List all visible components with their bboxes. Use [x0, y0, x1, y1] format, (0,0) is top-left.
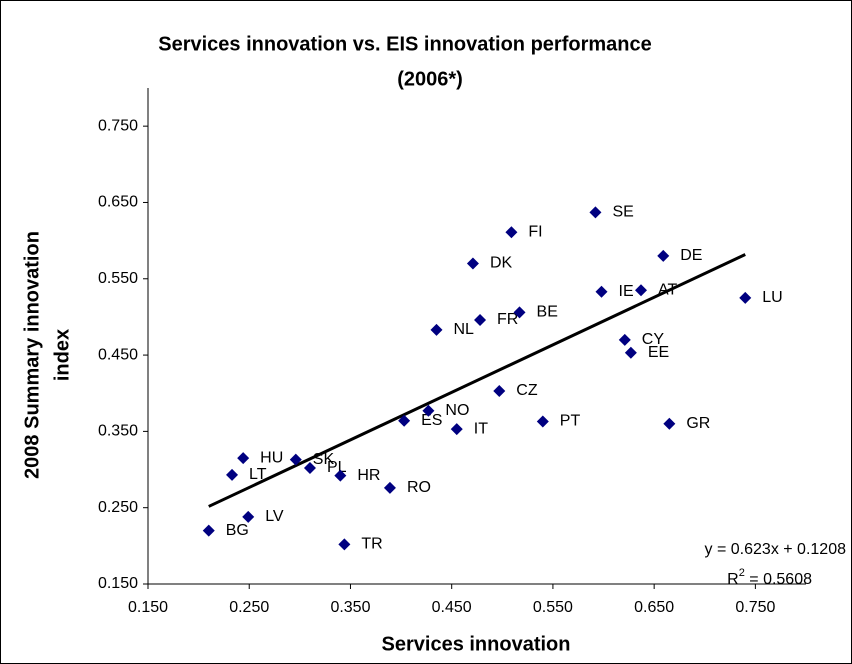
- y-axis-title: 2008 Summary innovation index: [21, 231, 73, 479]
- chart-title: (2006*): [397, 68, 463, 90]
- data-point: [450, 423, 463, 436]
- point-label: BG: [226, 522, 249, 539]
- data-point: [466, 257, 479, 270]
- point-label: ES: [421, 412, 442, 429]
- data-point: [383, 481, 396, 494]
- y-tick-label: 0.650: [98, 194, 138, 211]
- data-point: [303, 462, 316, 475]
- x-tick-label: 0.550: [533, 599, 573, 616]
- y-tick-label: 0.550: [98, 270, 138, 287]
- point-label: FR: [497, 311, 518, 328]
- data-point: [493, 384, 506, 397]
- data-point: [624, 346, 637, 359]
- data-point: [430, 323, 443, 336]
- point-label: IE: [619, 283, 634, 300]
- x-tick-label: 0.150: [128, 599, 168, 616]
- chart-title: Services innovation vs. EIS innovation p…: [158, 33, 651, 55]
- data-point: [289, 453, 302, 466]
- point-label: SK: [313, 451, 335, 468]
- x-tick-label: 0.650: [634, 599, 674, 616]
- x-tick-label: 0.250: [229, 599, 269, 616]
- data-point: [422, 404, 435, 417]
- point-label: GR: [686, 415, 710, 432]
- point-label: EE: [648, 344, 669, 361]
- data-point: [505, 226, 518, 239]
- point-label: LV: [265, 508, 284, 525]
- data-point: [536, 415, 549, 428]
- point-label: RO: [407, 479, 431, 496]
- point-label: BE: [537, 304, 558, 321]
- y-tick-label: 0.750: [98, 117, 138, 134]
- point-label: PT: [560, 413, 581, 430]
- x-tick-label: 0.350: [330, 599, 370, 616]
- y-axis-title-line: index: [51, 329, 73, 381]
- point-label: TR: [361, 536, 382, 553]
- point-label: DE: [680, 247, 702, 264]
- data-point: [237, 452, 250, 465]
- point-label: NO: [445, 402, 469, 419]
- data-point: [618, 333, 631, 346]
- trendline: [208, 253, 746, 508]
- point-label: HR: [357, 467, 380, 484]
- point-label: CZ: [516, 382, 538, 399]
- data-point: [242, 510, 255, 523]
- data-point: [202, 524, 215, 537]
- y-tick-label: 0.450: [98, 346, 138, 363]
- data-point: [398, 414, 411, 427]
- trendline-equation: y = 0.623x + 0.1208: [705, 541, 847, 558]
- data-point: [739, 291, 752, 304]
- data-point: [663, 417, 676, 430]
- point-label: IT: [474, 420, 488, 437]
- data-point: [338, 538, 351, 551]
- x-tick-label: 0.750: [735, 599, 775, 616]
- r-squared-sup: 2: [739, 567, 745, 579]
- data-point: [334, 469, 347, 482]
- point-label: AT: [658, 281, 677, 298]
- y-tick-label: 0.350: [98, 423, 138, 440]
- data-point: [513, 306, 526, 319]
- point-label: SE: [612, 204, 633, 221]
- y-axis-title-line: 2008 Summary innovation: [21, 231, 43, 479]
- y-tick-label: 0.150: [98, 575, 138, 592]
- point-label: DK: [490, 255, 513, 272]
- point-label: CY: [642, 331, 665, 348]
- r-squared-base: R: [727, 571, 739, 588]
- x-tick-label: 0.450: [432, 599, 472, 616]
- point-label: HU: [260, 449, 283, 466]
- point-label: FI: [528, 223, 542, 240]
- data-point: [634, 284, 647, 297]
- point-label: LT: [249, 466, 267, 483]
- data-point: [226, 468, 239, 481]
- data-point: [589, 206, 602, 219]
- data-point: [657, 249, 670, 262]
- point-label: NL: [454, 321, 475, 338]
- data-point: [474, 313, 487, 326]
- data-point: [595, 285, 608, 298]
- y-tick-label: 0.250: [98, 499, 138, 516]
- x-axis-title: Services innovation: [382, 633, 571, 655]
- point-label: LU: [762, 289, 782, 306]
